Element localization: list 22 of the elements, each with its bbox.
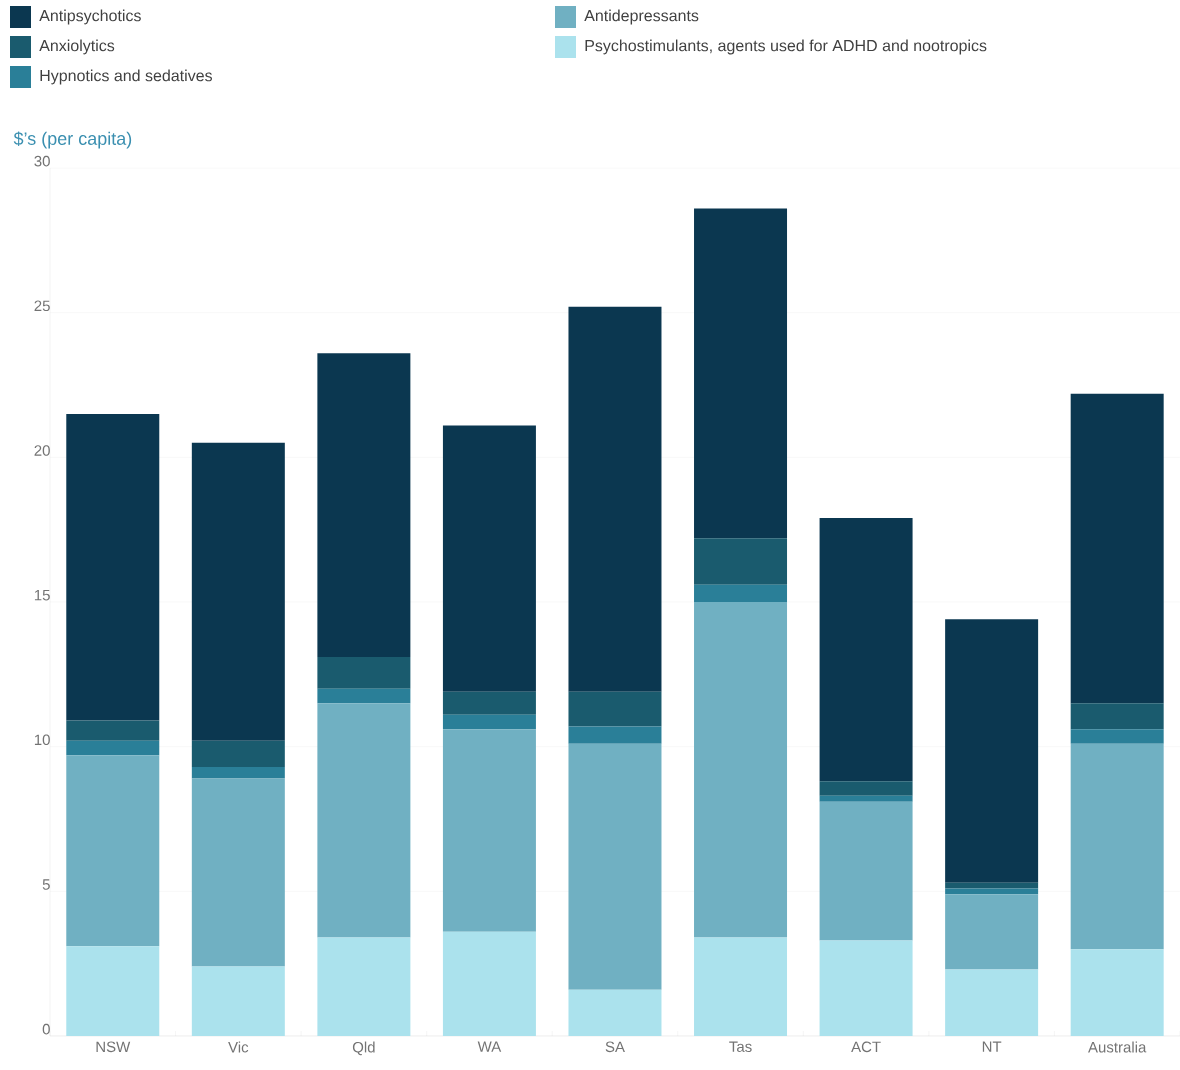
x-tick-label: Vic — [228, 1041, 249, 1053]
legend-label: Hypnotics and sedatives — [40, 69, 213, 85]
x-tick-label: Australia — [1088, 1041, 1147, 1053]
y-tick-label: 30 — [34, 155, 50, 167]
y-axis-title: $’s (per capita) — [13, 131, 132, 149]
legend-label: Antipsychotics — [39, 9, 141, 25]
y-tick-label: 10 — [34, 734, 50, 746]
y-tick-label: 25 — [34, 300, 50, 312]
y-tick-label: 15 — [34, 589, 50, 601]
x-tick-label: NT — [982, 1041, 1002, 1052]
x-tick-label: ACT — [851, 1041, 881, 1053]
x-tick-label: SA — [605, 1041, 625, 1053]
x-tick-label: Tas — [729, 1041, 752, 1052]
x-tick-label: Qld — [352, 1041, 375, 1056]
y-tick-label: 0 — [42, 1023, 50, 1035]
legend-label: Anxiolytics — [39, 39, 115, 55]
y-tick-label: 5 — [42, 879, 50, 890]
legend-label: Antidepressants — [584, 9, 699, 25]
y-tick-label: 20 — [34, 445, 50, 456]
legend-label: Psychostimulants, agents used for ADHD and nootropics — [585, 39, 987, 55]
x-tick-label: NSW — [96, 1041, 131, 1053]
x-tick-label: WA — [477, 1041, 502, 1052]
